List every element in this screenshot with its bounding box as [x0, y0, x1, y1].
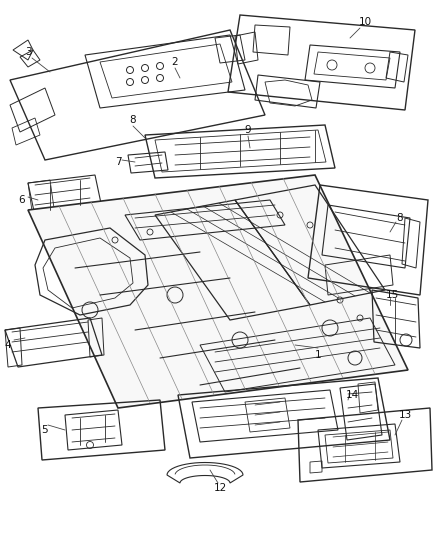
Text: 1: 1 [314, 350, 321, 360]
Text: 10: 10 [358, 17, 371, 27]
Text: 8: 8 [130, 115, 136, 125]
Text: 14: 14 [346, 390, 359, 400]
Text: 2: 2 [172, 57, 178, 67]
Text: 9: 9 [245, 125, 251, 135]
Polygon shape [28, 175, 408, 408]
Text: 5: 5 [42, 425, 48, 435]
Text: 13: 13 [399, 410, 412, 420]
Text: 3: 3 [25, 47, 31, 57]
Text: 6: 6 [19, 195, 25, 205]
Text: 4: 4 [5, 340, 11, 350]
Text: 8: 8 [397, 213, 403, 223]
Text: 7: 7 [115, 157, 121, 167]
Text: 15: 15 [385, 290, 399, 300]
Text: 12: 12 [213, 483, 226, 493]
